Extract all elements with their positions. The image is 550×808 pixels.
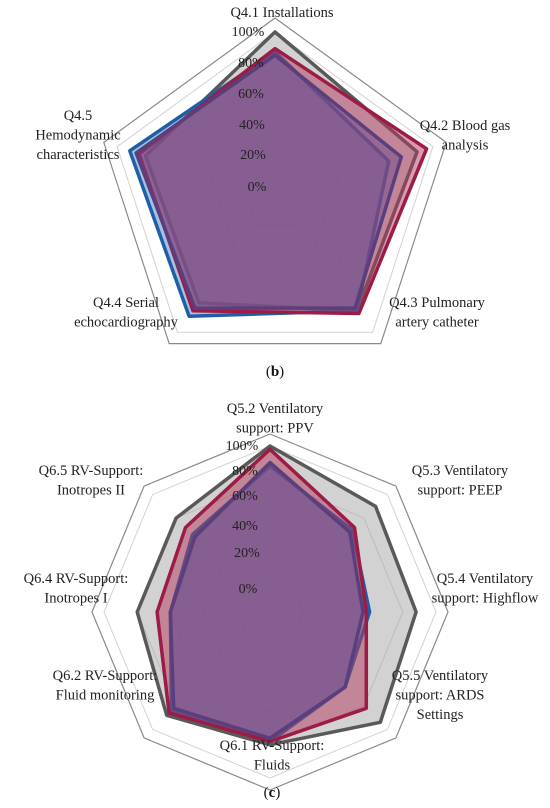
axis-category-label: Q6.4 RV-Support: Inotropes I: [24, 571, 129, 607]
axis-category-label: Q6.1 RV-Support: Fluids: [220, 738, 325, 774]
axis-category-label: Q4.1 Installations: [230, 5, 333, 21]
axis-category-label: Q5.4 Ventilatory support: Highflow: [432, 571, 539, 607]
radar-chart-c: 0% 20% 40% 60% 80% 100% Q5.2 Ventilatory suppor…: [24, 401, 539, 801]
panel-label: (b): [266, 364, 284, 380]
radar-series-4: [134, 53, 404, 310]
radar-grid-ring: [103, 445, 437, 779]
axis-category-label: Q4.3 Pulmonary artery catheter: [389, 295, 486, 331]
axis-category-label: Q6.2 RV-Support: Fluid monitoring: [53, 668, 158, 704]
radial-tick-label: 100%: [226, 439, 259, 454]
radar-chart-b: 0% 20% 40% 60% 80% 100% Q4.1 Installations Q4.2…: [35, 5, 510, 380]
panel-label: (c): [264, 785, 281, 801]
axis-category-label: Q4.2 Blood gas analysis: [420, 118, 511, 154]
radial-tick-label: 0%: [248, 180, 267, 195]
radial-tick-label: 20%: [240, 148, 266, 163]
radar-grid-ring: [116, 31, 434, 333]
radial-tick-label: 0%: [239, 582, 258, 597]
radar-series-4: [168, 460, 365, 740]
radial-tick-label: 40%: [232, 519, 258, 534]
radial-tick-label: 60%: [232, 489, 258, 504]
axis-category-label: Q5.3 Ventilatory support: PEEP: [412, 463, 509, 499]
axis-category-label: Q5.2 Ventilatory support: PPV: [227, 401, 324, 437]
radial-tick-label: 100%: [232, 25, 265, 40]
radar-outer-frame: [91, 433, 449, 791]
radial-tick-label: 80%: [232, 464, 258, 479]
radar-outer-frame: [103, 17, 447, 345]
axis-category-label: Q4.5 Hemodynamic characteristics: [35, 108, 120, 163]
axis-category-label: Q5.5 Ventilatory support: ARDS Settings: [392, 668, 489, 723]
radial-tick-label: 40%: [239, 118, 265, 133]
radial-tick-label: 60%: [238, 87, 264, 102]
axis-category-label: Q6.5 RV-Support: Inotropes II: [39, 463, 144, 499]
axis-category-label: Q4.4 Serial echocardiography: [74, 295, 179, 331]
radial-tick-label: 20%: [234, 546, 260, 561]
radial-tick-label: 80%: [238, 56, 264, 71]
